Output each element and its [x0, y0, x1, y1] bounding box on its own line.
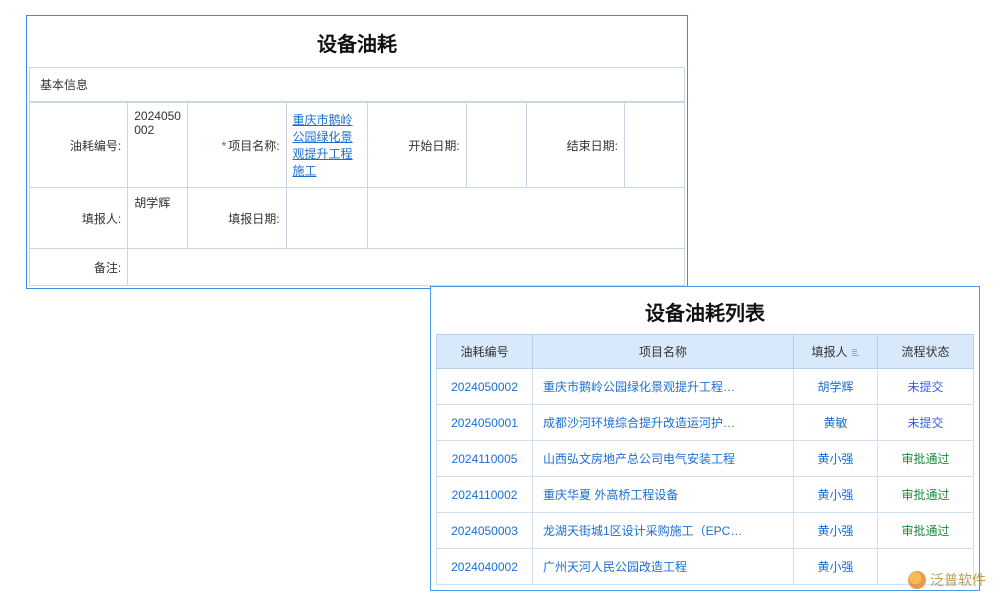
label-project-name: *项目名称:	[188, 103, 286, 188]
value-end-date[interactable]	[624, 103, 684, 188]
cell-project[interactable]: 成都沙河环境综合提升改造运河护…	[533, 405, 794, 441]
table-row[interactable]: 2024110002重庆华夏 外高桥工程设备黄小强审批通过	[437, 477, 974, 513]
section-basic-info: 基本信息	[29, 67, 685, 102]
cell-status: 审批通过	[878, 513, 974, 549]
table-row[interactable]: 2024050003龙湖天街城1区设计采购施工（EPC…黄小强审批通过	[437, 513, 974, 549]
cell-reporter[interactable]: 黄敏	[794, 405, 878, 441]
watermark-text: 泛普软件	[930, 570, 986, 590]
cell-project[interactable]: 广州天河人民公园改造工程	[533, 549, 794, 585]
cell-project[interactable]: 重庆市鹅岭公园绿化景观提升工程…	[533, 369, 794, 405]
label-end-date: 结束日期:	[526, 103, 624, 188]
empty-cell	[368, 188, 685, 249]
label-fuel-code: 油耗编号:	[30, 103, 128, 188]
cell-code[interactable]: 2024110005	[437, 441, 533, 477]
table-row[interactable]: 2024050002重庆市鹅岭公园绿化景观提升工程…胡学辉未提交	[437, 369, 974, 405]
cell-reporter[interactable]: 黄小强	[794, 477, 878, 513]
cell-reporter[interactable]: 黄小强	[794, 513, 878, 549]
label-project-name-text: 项目名称:	[228, 139, 279, 153]
value-report-date[interactable]	[286, 188, 368, 249]
cell-code[interactable]: 2024050001	[437, 405, 533, 441]
value-fuel-code: 2024050002	[128, 103, 188, 188]
watermark-logo-icon	[908, 571, 926, 589]
cell-code[interactable]: 2024110002	[437, 477, 533, 513]
required-star-icon: *	[222, 139, 227, 153]
sort-icon	[851, 348, 860, 358]
col-header-reporter-text: 填报人	[811, 345, 847, 359]
cell-code[interactable]: 2024050002	[437, 369, 533, 405]
col-header-status[interactable]: 流程状态	[878, 335, 974, 369]
cell-reporter[interactable]: 黄小强	[794, 441, 878, 477]
value-remark[interactable]	[128, 249, 685, 286]
value-start-date[interactable]	[466, 103, 526, 188]
cell-project[interactable]: 龙湖天街城1区设计采购施工（EPC…	[533, 513, 794, 549]
cell-status: 审批通过	[878, 477, 974, 513]
label-report-date: 填报日期:	[188, 188, 286, 249]
fuel-list-panel: 设备油耗列表 油耗编号 项目名称 填报人 流程状态 2024050002重庆市鹅…	[430, 286, 980, 591]
col-header-code[interactable]: 油耗编号	[437, 335, 533, 369]
table-row[interactable]: 2024050001成都沙河环境综合提升改造运河护…黄敏未提交	[437, 405, 974, 441]
fuel-form-panel: 设备油耗 基本信息 油耗编号: 2024050002 *项目名称: 重庆市鹅岭公…	[26, 15, 688, 289]
col-header-reporter[interactable]: 填报人	[794, 335, 878, 369]
label-start-date: 开始日期:	[368, 103, 466, 188]
value-project-name[interactable]: 重庆市鹅岭公园绿化景观提升工程施工	[286, 103, 368, 188]
form-panel-title: 设备油耗	[29, 18, 685, 67]
col-header-code-text: 油耗编号	[460, 345, 508, 359]
cell-status: 未提交	[878, 405, 974, 441]
list-table: 油耗编号 项目名称 填报人 流程状态 2024050002重庆市鹅岭公园绿化景观…	[436, 334, 974, 585]
col-header-project-text: 项目名称	[639, 345, 687, 359]
cell-project[interactable]: 重庆华夏 外高桥工程设备	[533, 477, 794, 513]
col-header-status-text: 流程状态	[901, 345, 949, 359]
label-reporter: 填报人:	[30, 188, 128, 249]
cell-code[interactable]: 2024040002	[437, 549, 533, 585]
cell-code[interactable]: 2024050003	[437, 513, 533, 549]
cell-status: 审批通过	[878, 441, 974, 477]
cell-project[interactable]: 山西弘文房地产总公司电气安装工程	[533, 441, 794, 477]
project-name-link[interactable]: 重庆市鹅岭公园绿化景观提升工程施工	[293, 113, 353, 178]
col-header-project[interactable]: 项目名称	[533, 335, 794, 369]
list-panel-title: 设备油耗列表	[431, 287, 979, 334]
cell-reporter[interactable]: 胡学辉	[794, 369, 878, 405]
table-row[interactable]: 2024040002广州天河人民公园改造工程黄小强	[437, 549, 974, 585]
label-remark: 备注:	[30, 249, 128, 286]
watermark: 泛普软件	[908, 570, 986, 590]
cell-reporter[interactable]: 黄小强	[794, 549, 878, 585]
table-row[interactable]: 2024110005山西弘文房地产总公司电气安装工程黄小强审批通过	[437, 441, 974, 477]
value-reporter: 胡学辉	[128, 188, 188, 249]
list-header-row: 油耗编号 项目名称 填报人 流程状态	[437, 335, 974, 369]
form-table: 油耗编号: 2024050002 *项目名称: 重庆市鹅岭公园绿化景观提升工程施…	[29, 102, 685, 286]
cell-status: 未提交	[878, 369, 974, 405]
